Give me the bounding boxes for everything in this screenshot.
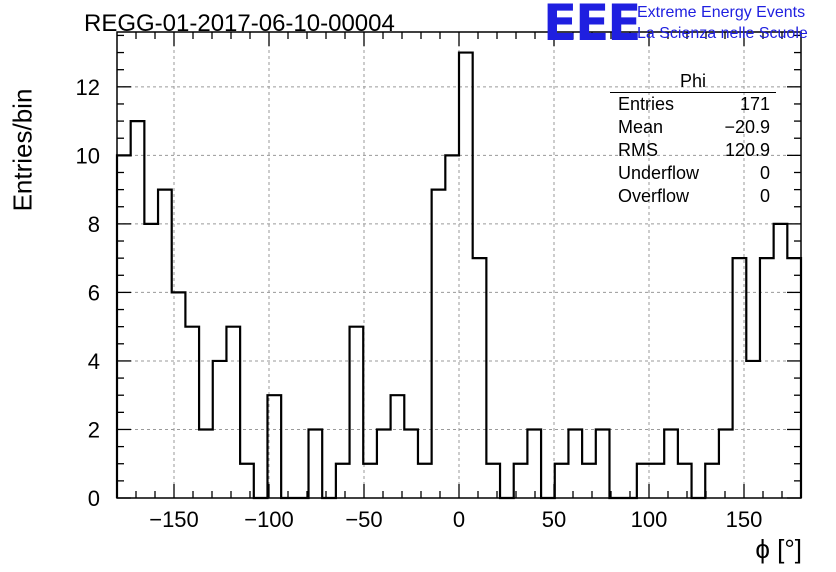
stats-row: Overflow 0 [610,185,776,208]
x-tick-label: −100 [244,507,294,532]
y-tick-label: 4 [88,349,100,374]
tick-labels: −150 −100 −50 0 50 100 150 0 2 4 6 8 10 12 [76,75,763,532]
chart-title: REGG-01-2017-06-10-00004 [84,10,395,37]
stats-row: RMS 120.9 [610,139,776,162]
y-tick-label: 6 [88,280,100,305]
histogram-outline [115,51,803,500]
stats-row: Underflow 0 [610,162,776,185]
x-tick-label: 50 [542,507,566,532]
stats-value: −20.9 [724,117,770,137]
stats-label: Mean [618,117,664,137]
stats-value: 120.9 [724,140,770,160]
x-axis-label: ϕ [°] [755,534,802,564]
stats-row: Mean −20.9 [610,116,776,139]
stats-label: Overflow [618,186,690,206]
y-axis-label-wrap: Entries/bin [8,89,38,212]
stats-label: Entries [618,94,675,114]
stats-label: Underflow [618,163,700,183]
stats-value: 171 [739,94,770,114]
stats-label: RMS [618,140,658,160]
y-tick-label: 0 [88,486,100,511]
y-tick-label: 8 [88,212,100,237]
axis-ticks [117,32,801,499]
y-axis-label: Entries/bin [7,88,38,212]
stats-row: Entries 171 [610,93,776,116]
x-tick-label: −50 [345,507,382,532]
eee-logo: EEE [543,0,641,52]
y-tick-label: 12 [76,75,100,100]
x-tick-label: 0 [453,507,465,532]
y-tick-label: 2 [88,417,100,442]
stats-value: 0 [759,186,770,206]
logo-line-1: Extreme Energy Events [637,4,806,21]
x-tick-label: −150 [149,507,199,532]
stats-box: Phi Entries 171 Mean −20.9 RMS 120.9 Und… [610,70,776,208]
y-tick-label: 10 [76,143,100,168]
logo-line-2: La Scienza nelle Scuole [637,25,808,42]
stats-value: 0 [759,163,770,183]
x-tick-label: 150 [726,507,763,532]
x-tick-label: 100 [631,507,668,532]
stats-title: Phi [610,70,776,93]
